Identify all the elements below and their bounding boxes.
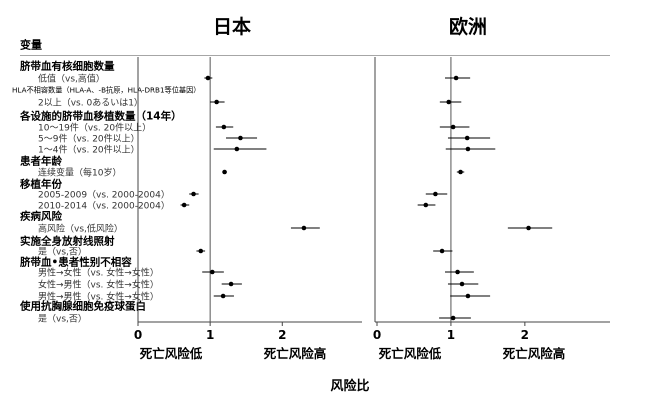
estimate-point <box>455 269 460 275</box>
estimate-point <box>464 135 470 141</box>
estimate-point <box>221 124 227 130</box>
tick-label: 2 <box>521 328 529 342</box>
estimate-point <box>238 135 243 141</box>
item-label: 2005-2009（vs. 2000-2004） <box>38 190 170 201</box>
estimate-point <box>526 225 531 231</box>
panel-title: 欧洲 <box>449 15 487 38</box>
row-labels: 变量脐带血有核细胞数量低值（vs,高值）HLA不相容数量（HLA-A、-B抗原，… <box>12 38 610 325</box>
estimate-point <box>228 281 234 287</box>
x-axis-label: 风险比 <box>330 378 369 394</box>
panel-title: 日本 <box>213 15 251 38</box>
direction-high-label: 死亡风险高 <box>502 346 566 361</box>
estimate-point <box>433 191 438 197</box>
estimate-point <box>446 99 452 105</box>
item-label: 低值（vs,高值） <box>38 73 105 85</box>
estimate-point <box>465 293 471 299</box>
estimate-point <box>453 75 459 81</box>
estimate-point <box>181 202 187 208</box>
item-label: 2以上（vs. 0あるいは1） <box>38 98 143 109</box>
estimate-point <box>222 169 227 175</box>
direction-low-label: 死亡风险低 <box>378 346 442 361</box>
group-label: 脐带血有核细胞数量 <box>20 60 115 73</box>
estimate-point <box>465 146 471 152</box>
panel-1: 日本 0 1 2 死亡风险低 死亡风险高 <box>134 15 362 361</box>
group-label: 疾病风险 <box>20 210 62 223</box>
estimate-point <box>191 191 196 197</box>
estimate-point <box>234 146 240 152</box>
estimate-point <box>459 281 465 287</box>
item-label: 男性→女性（vs. 女性→女性） <box>38 267 159 279</box>
item-label: HLA不相容数量（HLA-A、-B抗原，HLA-DRB1等位基因） <box>12 86 200 95</box>
variable-header: 变量 <box>20 38 42 52</box>
direction-low-label: 死亡风险低 <box>139 346 203 361</box>
estimate-point <box>450 124 456 130</box>
estimate-point <box>210 269 215 275</box>
estimate-point <box>214 99 219 105</box>
bottom-labels: 风险比 <box>330 378 369 394</box>
item-label: 是（vs,否） <box>38 247 87 258</box>
group-label: 患者年龄 <box>20 155 62 168</box>
estimate-point <box>439 248 445 254</box>
item-label: 高风险（vs,低风险） <box>38 223 123 235</box>
estimate-point <box>198 248 204 254</box>
item-label: 女性→男性（vs. 女性→女性） <box>38 279 159 291</box>
tick-label: 0 <box>134 328 142 342</box>
item-label: 5～9件（vs. 20件以上） <box>38 133 140 145</box>
estimate-point <box>450 315 456 321</box>
group-label: 使用抗胸腺细胞免疫球蛋白 <box>19 300 146 313</box>
estimate-point <box>205 75 211 81</box>
tick-label: 0 <box>373 328 381 342</box>
group-label: 脐带血•患者性别不相容 <box>20 256 132 269</box>
item-label: 1～4件（vs. 20件以上） <box>38 144 140 156</box>
group-label: 移植年份 <box>20 178 62 191</box>
item-label: 是（vs,否） <box>38 314 87 325</box>
estimate-point <box>301 225 307 231</box>
forest-panels: 日本 0 1 2 死亡风险低 死亡风险高 欧洲 0 1 2 死亡风险低 死亡风险高 <box>134 15 610 361</box>
item-label: 男性→男性（vs. 女性→女性） <box>38 291 159 303</box>
panel-2: 欧洲 0 1 2 死亡风险低 死亡风险高 <box>373 15 610 361</box>
tick-label: 1 <box>447 328 455 342</box>
direction-high-label: 死亡风险高 <box>263 346 327 361</box>
group-label: 实施全身放射线照射 <box>20 235 115 248</box>
estimate-point <box>220 293 226 299</box>
group-label: 各设施的脐带血移植数量（14年） <box>19 110 182 123</box>
item-label: 连续变量（每10岁） <box>38 167 121 179</box>
tick-label: 1 <box>206 328 214 342</box>
item-label: 10～19件（vs. 20件以上） <box>38 122 151 134</box>
item-label: 2010-2014（vs. 2000-2004） <box>38 201 170 212</box>
tick-label: 2 <box>278 328 286 342</box>
estimate-point <box>423 202 429 208</box>
estimate-point <box>458 169 463 175</box>
